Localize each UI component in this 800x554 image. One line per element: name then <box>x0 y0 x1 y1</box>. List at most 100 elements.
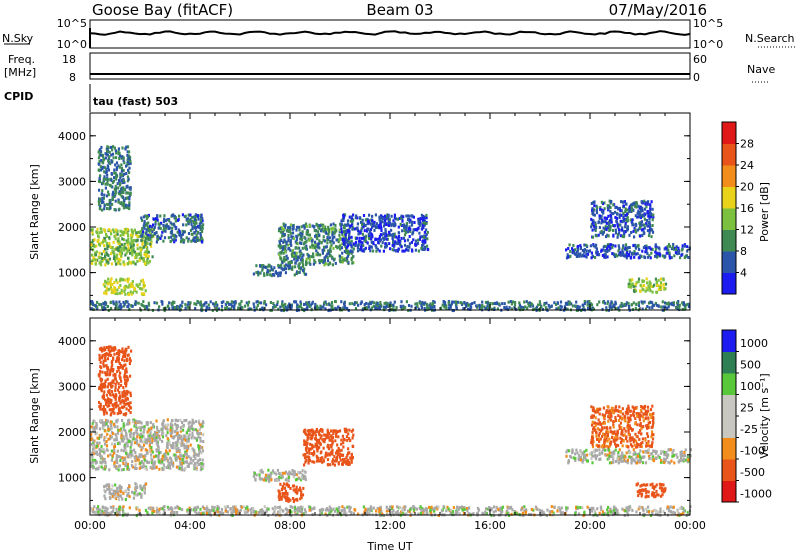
range-cell <box>541 307 544 311</box>
range-cell <box>108 150 111 154</box>
range-cell <box>136 253 140 257</box>
range-cell <box>604 249 607 252</box>
range-cell <box>565 256 569 260</box>
range-cell <box>119 371 122 375</box>
range-cell <box>390 304 393 308</box>
range-cell <box>179 452 182 455</box>
range-cell <box>187 306 190 310</box>
range-cell <box>114 163 117 167</box>
range-cell <box>252 302 255 306</box>
range-cell <box>667 305 670 309</box>
range-cell <box>141 243 144 247</box>
range-cell <box>200 240 203 244</box>
range-cell <box>337 430 340 433</box>
range-cell <box>191 431 194 435</box>
range-cell <box>617 244 620 248</box>
range-cell <box>158 451 161 455</box>
range-cell <box>132 248 135 252</box>
range-cell <box>422 218 425 221</box>
range-cell <box>109 300 112 304</box>
range-cell <box>308 433 311 436</box>
range-cell <box>126 377 129 381</box>
range-cell <box>111 148 114 152</box>
range-cell <box>648 220 651 224</box>
range-cell <box>257 273 260 277</box>
range-cell <box>643 223 646 227</box>
range-cell <box>100 192 103 196</box>
range-cell <box>142 434 145 438</box>
range-cell <box>302 263 305 267</box>
range-cell <box>595 226 598 229</box>
range-cell <box>594 255 597 259</box>
range-cell <box>361 241 364 245</box>
range-cell <box>630 220 633 224</box>
range-cell <box>572 244 575 247</box>
range-cell <box>125 172 128 175</box>
range-cell <box>108 398 111 402</box>
range-cell <box>99 383 102 387</box>
range-cell <box>125 247 128 251</box>
range-cell <box>579 252 582 256</box>
range-cell <box>441 303 444 307</box>
range-cell <box>124 246 127 250</box>
range-cell <box>291 227 294 231</box>
range-cell <box>508 306 511 310</box>
range-cell <box>576 244 580 248</box>
range-cell <box>108 228 111 232</box>
power-heatmap <box>90 145 691 313</box>
range-cell <box>252 272 255 276</box>
range-cell <box>129 155 132 159</box>
range-cell <box>125 145 128 149</box>
range-cell <box>375 222 379 226</box>
range-cell <box>360 229 363 233</box>
range-cell <box>120 243 123 247</box>
range-cell <box>621 248 624 252</box>
range-cell <box>368 234 371 238</box>
range-cell <box>388 232 391 236</box>
range-cell <box>390 214 393 218</box>
range-cell <box>620 209 623 213</box>
range-cell <box>115 177 118 181</box>
range-cell <box>627 301 630 305</box>
range-cell <box>606 302 609 305</box>
range-cell <box>171 444 174 448</box>
range-cell <box>289 242 292 246</box>
range-cell <box>106 373 109 377</box>
range-cell <box>524 305 527 309</box>
range-cell <box>316 242 319 246</box>
range-cell <box>110 449 113 453</box>
range-cell <box>358 236 361 240</box>
range-cell <box>247 303 250 307</box>
range-cell <box>278 244 281 248</box>
range-cell <box>420 217 423 221</box>
range-cell <box>117 237 120 241</box>
range-cell <box>341 251 344 255</box>
range-cell <box>348 234 351 238</box>
range-cell <box>407 229 410 233</box>
range-cell <box>112 393 115 397</box>
range-cell <box>582 253 585 257</box>
range-cell <box>297 470 300 474</box>
range-cell <box>648 246 651 249</box>
range-cell <box>253 472 256 476</box>
range-cell <box>282 307 285 311</box>
range-cell <box>414 248 417 252</box>
range-cell <box>601 218 604 222</box>
range-cell <box>424 237 427 241</box>
range-cell <box>142 443 146 447</box>
range-cell <box>110 172 113 176</box>
range-cell <box>195 233 198 237</box>
range-cell <box>613 224 616 228</box>
range-cell <box>463 301 466 304</box>
range-cell <box>525 300 528 304</box>
range-cell <box>143 226 146 230</box>
range-cell <box>234 300 237 304</box>
range-cell <box>181 437 184 441</box>
range-cell <box>597 221 600 225</box>
range-cell <box>194 464 198 468</box>
range-cell <box>377 224 380 228</box>
range-cell <box>133 491 136 495</box>
range-cell <box>646 252 649 255</box>
range-cell <box>299 305 302 309</box>
range-cell <box>306 230 310 234</box>
